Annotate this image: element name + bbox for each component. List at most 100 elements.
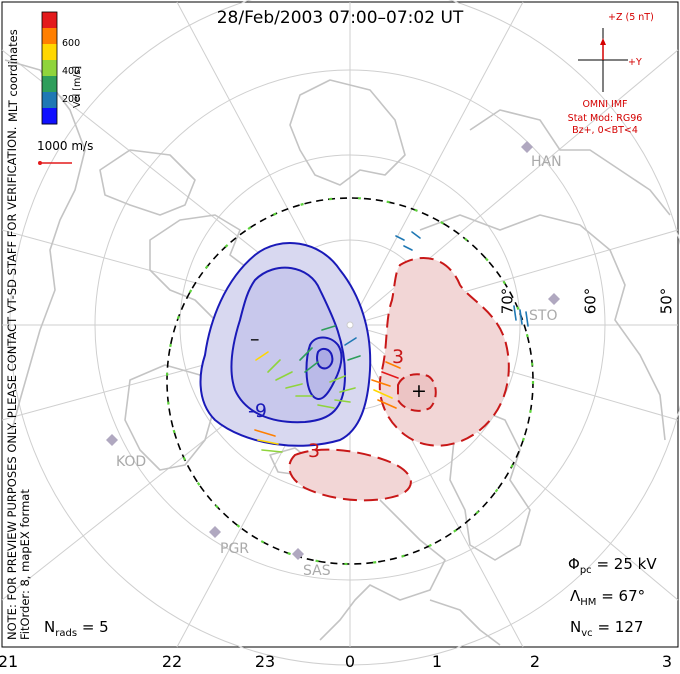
radar-label-kod: KOD (116, 454, 147, 470)
imf-model-line-1: Stat Mod: RG96 (567, 113, 643, 124)
stat-n-vc: Nvc = 127 (570, 618, 643, 639)
mlt-line-13 (349, 1, 524, 326)
contour-label-dusk-min: – (250, 328, 260, 350)
map-title: 28/Feb/2003 07:00–07:02 UT (216, 8, 464, 28)
dawn-cell-contour-2 (397, 373, 437, 412)
stat-n-vc-value: = 127 (597, 618, 644, 636)
contour-label-minus-9: -9 (248, 400, 267, 422)
x-tick-23: 23 (254, 652, 276, 671)
x-tick-21: 21 (0, 652, 19, 671)
radar-label-pgr: PGR (220, 541, 250, 557)
mlt-line-1 (349, 324, 524, 648)
vector-cluster-dusk (255, 325, 361, 409)
vector-15 (371, 379, 391, 387)
imf-clock (578, 28, 628, 92)
vector-20 (254, 429, 276, 437)
stat-n-rads: Nrads = 5 (44, 618, 109, 639)
radar-marker-sto (548, 293, 560, 305)
lat-label-50: 50° (657, 287, 676, 315)
stat-phi-pc-sub: pc (579, 565, 592, 576)
nightside-cell-fill (288, 448, 412, 502)
contour-label-3-night: 3 (308, 440, 321, 462)
coastline-siberia (419, 214, 666, 441)
imf-bz-label: +Z (5 nT) (608, 12, 654, 23)
imf-model-line-2: Bz+, 0<BT<4 (572, 125, 638, 136)
contour-label-3-dawn: 3 (392, 346, 405, 368)
coastline-europe (319, 499, 446, 641)
coastline-greenland (289, 79, 406, 186)
vector-1 (267, 359, 281, 373)
stat-lambda-hm: ΛHM = 67° (570, 587, 645, 608)
radar-marker-kod (106, 434, 118, 446)
vector-2 (275, 371, 293, 381)
colorbar-frame (41, 11, 58, 125)
radar-label-sas: SAS (303, 563, 331, 579)
colorbar-tick-600: 600 (62, 38, 81, 49)
colorbar-tick-400: 400 (62, 66, 81, 77)
side-note-line-2: FitOrder: 8, mapEX format (18, 489, 32, 640)
vector-24 (403, 245, 413, 251)
coastline-scandinavia (449, 409, 531, 561)
stat-n-rads-sub: rads (55, 628, 78, 639)
lat-label-60: 60° (581, 287, 600, 315)
radar-sites (106, 141, 560, 560)
colorbar-segment (42, 60, 57, 77)
colorbar-segment (42, 28, 57, 45)
hm-boundary-markers (165, 196, 535, 566)
radar-label-sto: STO (529, 308, 558, 324)
vector-12 (334, 399, 351, 403)
colorbar-segment (42, 12, 57, 29)
colorbar-tick-200: 200 (62, 94, 81, 105)
radar-marker-han (521, 141, 533, 153)
imf-by-label: +Y (628, 57, 642, 68)
dusk-cell-contour-4 (316, 347, 334, 370)
colorbar-segment (42, 44, 57, 61)
vector-19 (385, 361, 401, 369)
stat-lambda-hm-sub: HM (580, 597, 597, 608)
velocity-scale-label: 1000 m/s (37, 139, 94, 153)
stat-lambda-hm-value: = 67° (601, 587, 646, 605)
coastline-hudson (124, 364, 216, 471)
radar-label-han: HAN (531, 154, 562, 170)
vector-25 (411, 231, 421, 239)
vector-10 (344, 337, 357, 346)
coastline-asia-east (469, 109, 671, 216)
mlt-coordinates-label: MLT coordinates (6, 29, 20, 122)
vector-14 (255, 351, 269, 361)
stat-phi-pc: Φpc = 25 kV (568, 555, 657, 576)
vector-cluster-low-lat (254, 429, 283, 453)
colorbar-segment (42, 76, 57, 93)
velocity-vectors (254, 231, 529, 453)
radar-marker-pgr (209, 526, 221, 538)
vector-11 (347, 355, 361, 361)
vector-26 (513, 305, 517, 321)
colorbar (42, 12, 57, 125)
imf-source: OMNI IMF (582, 99, 628, 110)
coastline-alaska (99, 149, 196, 216)
stat-phi-pc-value: = 25 kV (596, 555, 657, 573)
colorbar-segment (42, 92, 57, 109)
stat-lambda-hm-symbol: Λ (570, 587, 581, 605)
stat-phi-pc-symbol: Φ (568, 555, 580, 573)
stat-n-rads-symbol: N (44, 618, 56, 636)
side-note: NOTE: FOR PREVIEW PURPOSES ONLY. PLEASE … (5, 127, 32, 640)
pole-marker (346, 321, 354, 329)
vector-18 (381, 371, 399, 379)
vector-17 (377, 399, 397, 409)
vector-16 (373, 389, 393, 399)
velocity-scale-dot (38, 161, 42, 165)
x-tick-22: 22 (161, 652, 183, 671)
vector-28 (525, 311, 529, 327)
stat-n-rads-value: = 5 (81, 618, 109, 636)
radar-marker-sas (292, 548, 304, 560)
imf-vector-head (600, 38, 606, 45)
stat-n-vc-symbol: N (570, 618, 582, 636)
x-tick-2: 2 (529, 652, 541, 671)
vector-22 (261, 449, 283, 453)
coastline-europe-south (429, 599, 501, 646)
coastline-north-america (4, 59, 86, 431)
vector-13 (317, 404, 335, 409)
vector-23 (395, 235, 405, 241)
vector-6 (304, 361, 319, 373)
